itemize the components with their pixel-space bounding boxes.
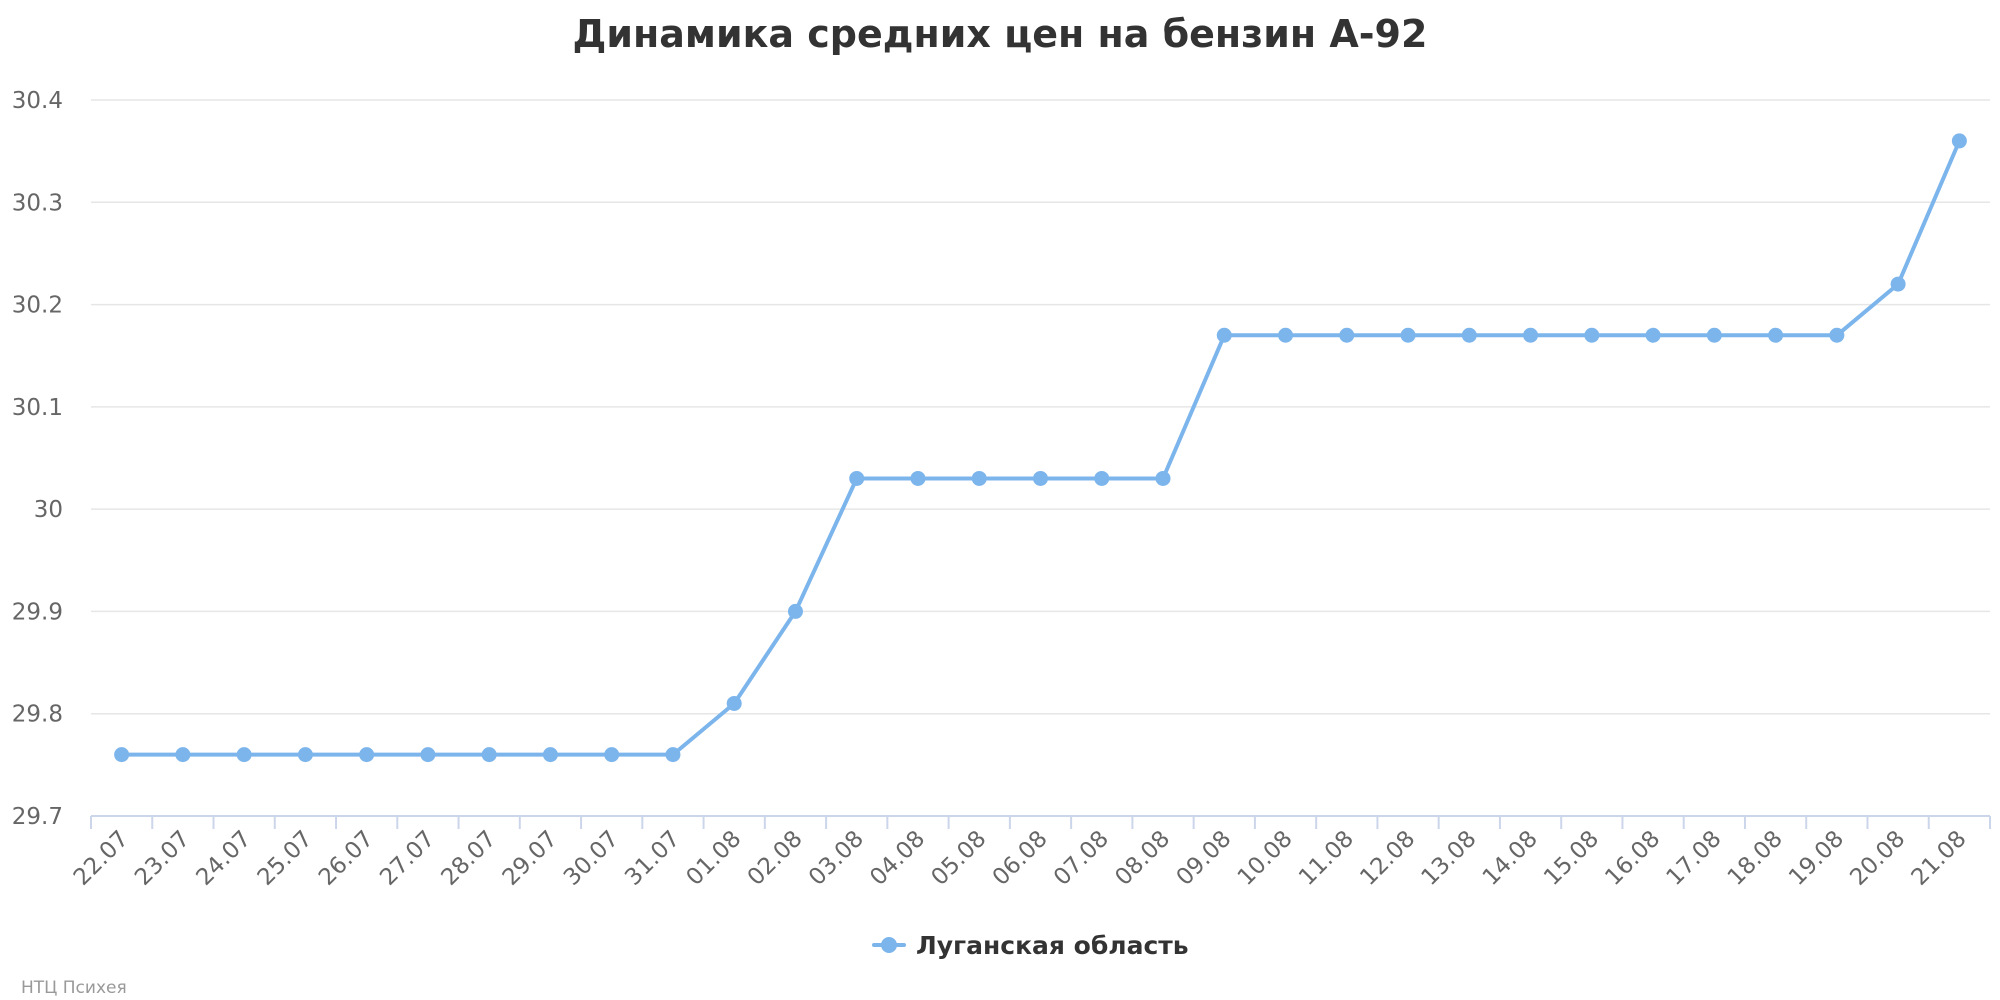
data-point-marker[interactable] (1645, 327, 1661, 343)
data-point-marker[interactable] (1890, 276, 1906, 292)
x-tick-label: 26.07 (314, 826, 379, 891)
x-tick-label: 25.07 (253, 826, 318, 891)
chart-title: Динамика средних цен на бензин А-92 (573, 12, 1428, 56)
data-point-marker[interactable] (971, 470, 987, 486)
y-tick-label: 29.9 (12, 599, 63, 625)
y-tick-label: 29.7 (12, 804, 63, 830)
data-point-marker[interactable] (297, 747, 313, 763)
data-point-marker[interactable] (1155, 470, 1171, 486)
data-point-marker[interactable] (1951, 133, 1967, 149)
x-tick-label: 20.08 (1845, 826, 1910, 891)
data-point-marker[interactable] (1706, 327, 1722, 343)
x-tick-label: 12.08 (1355, 826, 1420, 891)
x-tick-label: 27.07 (375, 826, 440, 891)
data-point-marker[interactable] (420, 747, 436, 763)
data-point-marker[interactable] (604, 747, 620, 763)
data-point-marker[interactable] (1768, 327, 1784, 343)
data-point-marker[interactable] (1216, 327, 1232, 343)
x-axis-labels: 22.0723.0724.0725.0726.0727.0728.0729.07… (69, 826, 1972, 891)
data-point-marker[interactable] (910, 470, 926, 486)
x-tick-label: 17.08 (1662, 826, 1727, 891)
legend[interactable]: Луганская область (872, 931, 1189, 960)
x-tick-label: 16.08 (1600, 826, 1665, 891)
x-axis-ticks (90, 816, 1991, 829)
data-point-marker[interactable] (726, 695, 742, 711)
x-tick-label: 14.08 (1478, 826, 1543, 891)
y-tick-label: 30.4 (12, 88, 63, 114)
legend-label: Луганская область (916, 931, 1189, 960)
series-luganskaya (114, 133, 1967, 763)
x-tick-label: 31.07 (620, 826, 685, 891)
data-point-marker[interactable] (1523, 327, 1539, 343)
series-line (119, 138, 1962, 757)
x-tick-label: 24.07 (191, 826, 256, 891)
data-point-marker[interactable] (236, 747, 252, 763)
x-tick-label: 13.08 (1417, 826, 1482, 891)
data-point-marker[interactable] (1033, 470, 1048, 486)
data-point-marker[interactable] (1400, 327, 1416, 343)
x-tick-label: 06.08 (988, 826, 1053, 891)
data-point-marker[interactable] (1094, 470, 1110, 486)
x-tick-label: 10.08 (1233, 826, 1298, 891)
x-tick-label: 21.08 (1907, 826, 1972, 891)
x-tick-label: 29.07 (498, 826, 563, 891)
x-tick-label: 11.08 (1294, 826, 1359, 891)
y-grid (91, 99, 1990, 715)
y-tick-label: 30.1 (12, 395, 63, 421)
data-point-marker[interactable] (542, 747, 558, 763)
y-tick-label: 30 (34, 497, 63, 523)
x-tick-label: 23.07 (130, 826, 195, 891)
x-tick-label: 07.08 (1049, 826, 1114, 891)
data-point-marker[interactable] (787, 603, 803, 619)
x-tick-label: 28.07 (436, 826, 501, 891)
data-point-marker[interactable] (175, 747, 191, 763)
data-point-marker[interactable] (1584, 327, 1600, 343)
x-tick-label: 18.08 (1723, 826, 1788, 891)
y-tick-label: 30.3 (12, 190, 63, 216)
x-tick-label: 09.08 (1172, 826, 1237, 891)
x-tick-label: 22.07 (69, 826, 134, 891)
credits[interactable]: НТЦ Психея (21, 978, 127, 998)
x-tick-label: 15.08 (1539, 826, 1604, 891)
data-point-marker[interactable] (114, 747, 130, 763)
data-point-marker[interactable] (665, 747, 681, 763)
y-tick-label: 30.2 (12, 293, 63, 319)
y-tick-label: 29.8 (12, 702, 63, 728)
data-point-marker[interactable] (1278, 327, 1294, 343)
data-point-marker[interactable] (1461, 327, 1477, 343)
data-point-marker[interactable] (359, 747, 375, 763)
x-tick-label: 30.07 (559, 826, 624, 891)
y-axis-labels: 29.7 29.8 29.9 30 30.1 30.2 30.3 30.4 (12, 88, 63, 830)
x-tick-label: 03.08 (804, 826, 869, 891)
legend-marker-icon (881, 937, 897, 953)
data-point-marker[interactable] (1339, 327, 1355, 343)
x-tick-label: 01.08 (681, 826, 746, 891)
data-point-marker[interactable] (481, 747, 497, 763)
x-tick-label: 05.08 (927, 826, 992, 891)
x-tick-label: 02.08 (743, 826, 808, 891)
x-tick-label: 19.08 (1784, 826, 1849, 891)
data-point-marker[interactable] (849, 470, 865, 486)
x-tick-label: 08.08 (1110, 826, 1175, 891)
x-tick-label: 04.08 (865, 826, 930, 891)
data-point-marker[interactable] (1829, 327, 1845, 343)
